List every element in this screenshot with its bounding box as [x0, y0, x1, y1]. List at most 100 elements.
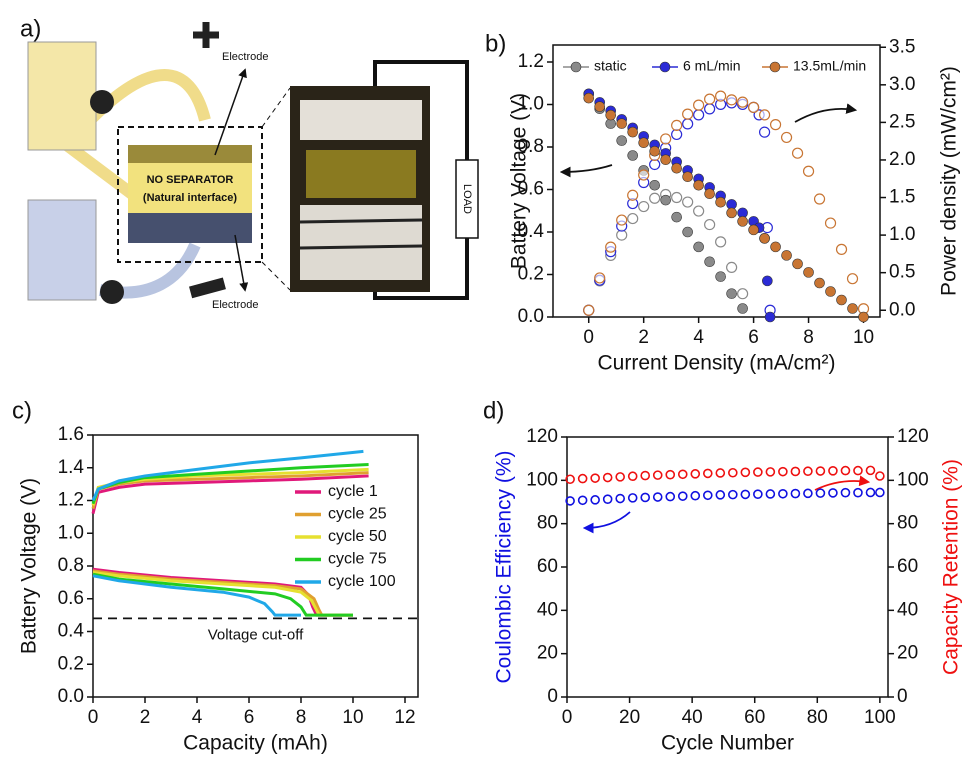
power-marker — [627, 212, 639, 225]
data-marker — [627, 126, 638, 138]
data-marker — [875, 471, 885, 481]
x-tick-label: 0 — [562, 707, 573, 728]
y2-tick-label: 3.0 — [889, 74, 915, 95]
data-marker — [715, 490, 726, 500]
y2-tick-label: 100 — [897, 469, 929, 490]
load-label: LOAD — [461, 184, 473, 214]
data-line — [91, 449, 364, 502]
y-tick-label: 60 — [537, 556, 558, 577]
data-marker — [665, 469, 676, 480]
panel-label: b) — [485, 30, 506, 57]
data-marker — [602, 472, 613, 483]
arrow — [559, 164, 613, 178]
layer — [128, 213, 252, 243]
data-marker — [847, 303, 858, 314]
y-tick-label: 120 — [526, 426, 558, 447]
data-marker — [858, 311, 869, 323]
x-tick-label: 4 — [693, 327, 704, 348]
y-tick-label: 0.8 — [58, 555, 84, 576]
y-axis-label: Coulombic Efficiency (%) — [493, 450, 516, 683]
arrow — [814, 475, 871, 491]
data-marker — [753, 489, 763, 500]
plate — [300, 100, 422, 140]
plate-edge — [299, 218, 423, 224]
data-marker — [814, 277, 825, 289]
y2-tick-label: 1.0 — [889, 224, 915, 245]
x-tick-label: 60 — [744, 707, 765, 728]
data-marker — [815, 488, 826, 498]
data-marker — [702, 490, 713, 501]
data-marker — [693, 179, 704, 191]
cutoff-label: Voltage cut-off — [208, 626, 304, 643]
data-marker — [627, 493, 638, 503]
power-marker — [594, 272, 606, 284]
data-marker — [828, 465, 838, 476]
data-marker — [583, 92, 595, 104]
power-marker — [627, 189, 639, 201]
data-marker — [790, 466, 801, 477]
data-line — [92, 569, 353, 617]
x-tick-label: 8 — [803, 327, 814, 348]
y-tick-label: 0.0 — [518, 306, 544, 327]
y-tick-label: 1.2 — [518, 51, 544, 72]
data-marker — [690, 469, 701, 479]
data-marker — [615, 493, 625, 504]
panel-label: a) — [20, 15, 41, 42]
data-marker — [627, 471, 638, 482]
data-marker — [649, 179, 660, 191]
plate-edge — [299, 244, 423, 250]
schematic: a) NO SEPARATOR (Natural interface) Elec… — [20, 15, 479, 311]
x-tick-label: 0 — [88, 707, 99, 728]
legend-label: cycle 25 — [328, 506, 387, 523]
y2-tick-label: 3.5 — [889, 36, 915, 57]
power-marker — [769, 119, 782, 131]
power-marker — [758, 126, 771, 138]
data-marker — [640, 470, 651, 481]
data-marker — [605, 109, 617, 121]
y2-axis-label: Capacity Retention (%) — [940, 459, 963, 675]
y2-tick-label: 0.0 — [889, 299, 915, 320]
power-marker — [704, 103, 716, 115]
data-marker — [737, 216, 748, 227]
y2-tick-label: 80 — [897, 513, 918, 534]
interface-label: (Natural interface) — [143, 192, 237, 204]
data-line — [92, 574, 301, 617]
data-marker — [815, 466, 826, 476]
y-tick-label: 0.2 — [58, 653, 84, 674]
power-marker — [726, 261, 738, 274]
layer — [128, 145, 252, 163]
power-marker — [846, 273, 859, 285]
power-marker — [813, 193, 826, 205]
data-marker — [677, 469, 688, 480]
data-marker — [682, 171, 693, 183]
data-marker — [565, 496, 575, 506]
data-marker — [753, 467, 763, 477]
data-marker — [781, 250, 792, 261]
data-marker — [590, 473, 600, 483]
data-marker — [671, 162, 682, 174]
power-marker — [682, 118, 694, 130]
y2-tick-label: 120 — [897, 426, 929, 447]
power-marker — [704, 93, 716, 105]
data-marker — [737, 303, 748, 314]
data-line — [92, 572, 353, 617]
x-axis-label: Cycle Number — [661, 732, 794, 755]
data-marker — [715, 468, 726, 478]
power-marker — [682, 196, 694, 208]
y-tick-label: 0.6 — [58, 588, 84, 609]
data-marker — [778, 488, 788, 499]
electrode-label: Electrode — [212, 299, 258, 311]
data-marker — [615, 472, 625, 482]
pump — [100, 280, 124, 304]
data-marker — [740, 489, 751, 500]
power-marker — [758, 109, 771, 121]
x-tick-label: 2 — [140, 707, 151, 728]
data-marker — [704, 188, 715, 200]
y-tick-label: 80 — [537, 513, 558, 534]
data-line — [91, 474, 369, 514]
x-tick-label: 10 — [342, 707, 363, 728]
data-marker — [765, 467, 776, 477]
electrode-label: Electrode — [222, 51, 268, 63]
